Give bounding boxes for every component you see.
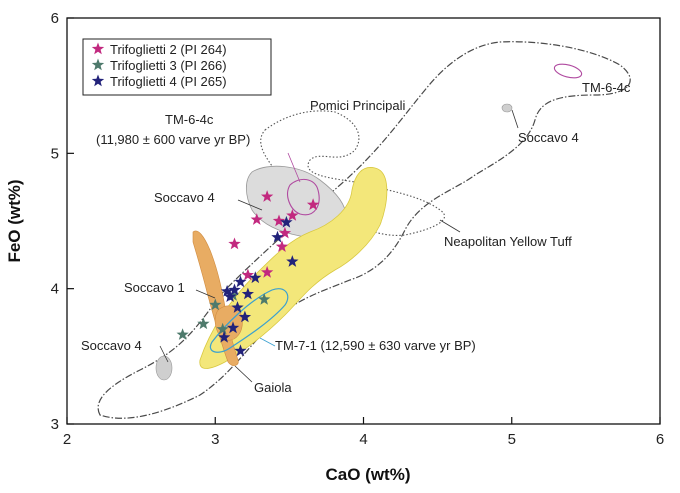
data-point-star xyxy=(209,298,222,311)
data-point-star xyxy=(271,230,284,243)
pomici-principali-outline xyxy=(260,110,446,236)
data-point-star xyxy=(278,226,292,239)
legend-box xyxy=(82,38,272,96)
annotation-label: TM-6-4c xyxy=(165,112,214,127)
annotation-label: Gaiola xyxy=(254,380,292,395)
annotation-label: Neapolitan Yellow Tuff xyxy=(444,234,572,249)
soccavo-4-dot-right xyxy=(501,103,513,113)
legend-star-icon xyxy=(91,74,105,87)
data-point-star xyxy=(238,310,252,323)
y-tick-label: 6 xyxy=(51,10,59,27)
legend-label: Trifoglietti 3 (PI 266) xyxy=(110,58,227,73)
data-point-star xyxy=(286,255,299,267)
data-point-star xyxy=(220,284,234,297)
legend-items: Trifoglietti 2 (PI 264)Trifoglietti 3 (P… xyxy=(91,42,227,89)
data-point-star xyxy=(234,344,247,357)
annotation-label: Pomici Principali xyxy=(310,98,405,113)
annotation-label: Soccavo 4 xyxy=(518,130,579,145)
y-tick-label: 3 xyxy=(51,416,59,433)
data-point-star xyxy=(275,240,289,252)
y-axis-title: FeO (wt%) xyxy=(5,179,24,262)
data-point-star xyxy=(216,322,229,335)
leader-lines xyxy=(159,109,519,383)
data-point-star xyxy=(218,330,231,343)
annotation-label: Soccavo 4 xyxy=(81,338,142,353)
x-tick-label: 6 xyxy=(656,431,664,448)
tm-7-1-outline xyxy=(209,288,289,353)
data-point-star xyxy=(261,265,274,278)
annotation-labels: TM-6-4c Pomici Principali Soccavo 4 TM-6… xyxy=(81,80,631,395)
data-point-star xyxy=(261,190,274,202)
data-point-star xyxy=(286,209,299,221)
data-point-star xyxy=(228,237,241,250)
annotation-label: TM-6-4c xyxy=(582,80,631,95)
y-tick-label: 4 xyxy=(51,281,59,298)
data-point-star xyxy=(176,328,189,340)
annotation-label: Soccavo 1 xyxy=(124,280,185,295)
legend-label: Trifoglietti 4 (PI 265) xyxy=(110,74,227,89)
data-point-star xyxy=(249,271,262,284)
data-point-star xyxy=(228,283,241,296)
data-marks xyxy=(176,190,320,357)
data-point-star xyxy=(223,290,237,302)
legend-star-icon xyxy=(91,42,105,55)
x-tick-label: 5 xyxy=(508,431,516,448)
x-tick-label: 3 xyxy=(211,431,219,448)
x-tick-label: 4 xyxy=(359,431,367,448)
x-tick-label: 2 xyxy=(63,431,71,448)
data-point-star xyxy=(234,275,247,288)
data-point-star xyxy=(241,287,254,300)
data-point-star xyxy=(241,268,254,281)
data-point-star xyxy=(250,213,263,225)
data-point-star xyxy=(272,214,286,227)
data-point-star xyxy=(258,293,271,305)
y-tick-label: 5 xyxy=(51,145,59,162)
data-point-star xyxy=(280,215,293,228)
annotation-label: Soccavo 4 xyxy=(154,190,215,205)
annotation-label: (11,980 ± 600 varve yr BP) xyxy=(96,132,250,147)
legend-star-icon xyxy=(91,58,105,71)
legend: Trifoglietti 2 (PI 264)Trifoglietti 3 (P… xyxy=(82,38,272,96)
data-point-star xyxy=(306,198,320,210)
legend-label: Trifoglietti 2 (PI 264) xyxy=(110,42,227,57)
soccavo-4-dot-left xyxy=(155,355,173,381)
annotation-label: TM-7-1 (12,590 ± 630 varve yr BP) xyxy=(275,338,476,353)
data-point-star xyxy=(231,301,244,313)
x-axis-title: CaO (wt%) xyxy=(326,465,411,484)
data-point-star xyxy=(197,317,210,330)
tm-6-4c-outline-upper xyxy=(553,63,583,79)
data-point-star xyxy=(226,321,240,334)
